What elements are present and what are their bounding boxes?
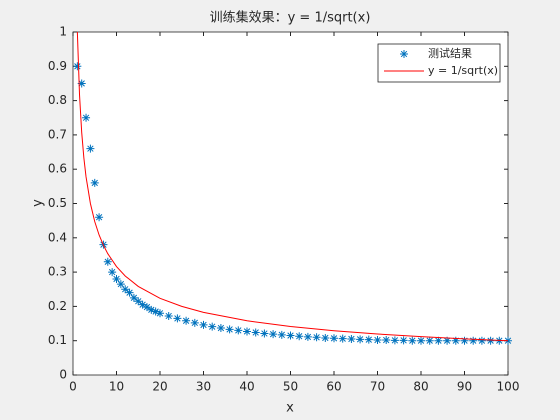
data-point <box>321 333 330 342</box>
data-point <box>277 330 286 339</box>
data-point <box>199 320 208 329</box>
data-point <box>121 285 130 294</box>
y-tick-label: 0.1 <box>48 333 67 347</box>
data-line <box>76 32 508 342</box>
data-point <box>443 336 452 345</box>
data-point <box>108 268 117 277</box>
y-tick-label: 0.4 <box>48 230 67 244</box>
data-point <box>103 257 112 266</box>
legend-symbol <box>400 50 408 58</box>
data-point <box>451 336 460 345</box>
data-point <box>112 274 121 283</box>
data-point <box>156 309 164 318</box>
data-point <box>312 333 321 342</box>
legend-label: y = 1/sqrt(x) <box>428 64 498 77</box>
data-point <box>477 336 486 345</box>
data-point <box>469 336 478 345</box>
data-point <box>486 336 495 345</box>
data-point <box>338 334 347 343</box>
y-axis-label: y <box>31 199 46 207</box>
data-point <box>134 297 143 306</box>
data-point <box>73 62 82 71</box>
data-point <box>347 334 356 343</box>
data-point <box>138 300 147 309</box>
data-point <box>86 144 95 153</box>
y-tick-label: 0 <box>59 368 67 382</box>
legend-label: 测试结果 <box>428 47 472 60</box>
data-point <box>330 334 338 343</box>
data-point <box>364 335 373 344</box>
data-point <box>295 332 304 341</box>
data-point <box>77 79 86 88</box>
data-point <box>190 318 199 327</box>
data-point <box>82 113 91 122</box>
x-tick-label: 70 <box>370 380 385 394</box>
data-point <box>216 324 225 333</box>
x-axis-label: x <box>286 401 294 416</box>
chart-title: 训练集效果：y = 1/sqrt(x) <box>210 10 371 26</box>
y-tick-label: 0.5 <box>48 196 67 210</box>
data-point <box>234 326 243 335</box>
data-point <box>382 336 391 345</box>
y-tick-label: 0.9 <box>48 59 67 73</box>
x-tick-label: 40 <box>239 380 254 394</box>
data-point <box>182 316 191 325</box>
y-tick-label: 0.2 <box>48 299 67 313</box>
data-point <box>208 322 217 331</box>
data-point <box>147 305 156 314</box>
plot-area <box>72 31 509 376</box>
x-tick-label: 60 <box>326 380 341 394</box>
data-point <box>90 178 99 187</box>
data-point <box>260 329 269 338</box>
data-point <box>425 336 434 345</box>
y-tick-label: 0.6 <box>48 162 67 176</box>
data-point <box>399 336 408 345</box>
data-point <box>173 314 182 323</box>
y-tick-label: 0.7 <box>48 127 67 141</box>
data-point <box>303 332 312 341</box>
data-point <box>225 325 234 334</box>
legend-box <box>377 43 501 83</box>
data-point <box>408 336 417 345</box>
data-point <box>243 327 251 336</box>
data-point <box>269 330 278 339</box>
data-point <box>125 288 134 297</box>
data-point <box>95 213 104 222</box>
x-tick-label: 20 <box>152 380 167 394</box>
data-point <box>251 328 260 337</box>
y-tick-label: 0.8 <box>48 93 67 107</box>
data-point <box>286 331 295 340</box>
data-point <box>164 312 173 321</box>
data-point <box>460 336 469 345</box>
data-point <box>390 336 399 345</box>
data-point <box>129 293 138 302</box>
x-tick-label: 90 <box>457 380 472 394</box>
data-point <box>417 336 425 345</box>
data-point <box>356 335 365 344</box>
x-tick-label: 30 <box>196 380 211 394</box>
x-tick-label: 100 <box>497 380 520 394</box>
data-point <box>116 280 125 289</box>
x-tick-label: 10 <box>109 380 124 394</box>
y-tick-label: 1 <box>59 25 67 39</box>
data-point <box>434 336 443 345</box>
data-point <box>142 303 151 312</box>
y-tick-label: 0.3 <box>48 265 67 279</box>
data-point <box>373 336 382 345</box>
data-point <box>151 307 160 316</box>
x-tick-label: 0 <box>69 380 77 394</box>
x-tick-label: 80 <box>413 380 428 394</box>
x-tick-label: 50 <box>283 380 298 394</box>
